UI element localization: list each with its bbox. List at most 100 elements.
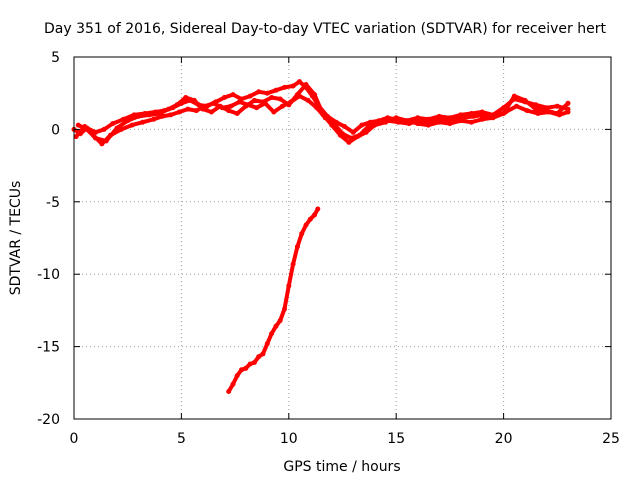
chart-title: Day 351 of 2016, Sidereal Day-to-day VTE… [44,21,606,37]
data-point [524,108,530,114]
data-point [458,118,464,124]
data-point [217,103,223,109]
data-point [395,119,401,125]
data-point [312,212,318,218]
data-point [514,103,519,109]
data-point [239,367,244,373]
data-point [277,318,283,323]
data-point [243,365,249,371]
data-point [226,108,232,114]
data-point [251,360,257,365]
data-point [297,79,302,85]
data-point [273,323,279,329]
data-point [251,97,257,103]
data-point [359,122,365,128]
data-point [286,102,292,108]
data-point [101,126,107,132]
data-point [305,97,311,103]
data-point [226,389,232,394]
data-point [350,129,356,135]
data-point [103,138,109,144]
data-point [286,283,292,289]
data-point [303,222,309,228]
data-point [256,354,262,360]
data-point [346,139,352,145]
data-point [209,109,214,115]
data-point [269,95,275,100]
x-tick-label: 10 [280,431,298,447]
x-tick-label: 15 [387,431,405,447]
y-tick-label: -20 [37,412,60,428]
data-point [312,92,318,98]
data-point [393,115,399,121]
data-point [99,141,105,147]
data-point [565,109,571,115]
data-point [282,306,287,312]
data-point [84,126,90,132]
y-tick-label: -15 [37,340,60,356]
data-point [363,129,369,135]
data-point [544,108,550,114]
axis-ticks: 0 5 10 15 20 25 -20 -15 -10 -5 0 5 [37,50,620,447]
data-point [372,122,378,128]
data-point [230,92,236,98]
data-point [290,83,296,89]
data-point [277,96,283,102]
data-point [110,121,116,127]
x-tick-label: 5 [177,431,186,447]
data-point [479,116,485,122]
data-point [471,113,476,119]
x-axis-label: GPS time / hours [283,459,400,475]
data-point [129,122,135,128]
data-point [271,109,277,115]
data-point [221,95,227,100]
data-point [260,351,266,357]
data-point [135,113,141,119]
data-point [303,82,309,87]
x-tick-label: 25 [602,431,620,447]
data-point [490,115,496,121]
y-tick-label: 5 [51,50,60,66]
data-point [282,84,287,90]
data-point [234,373,240,379]
data-point [230,381,236,387]
data-point [264,90,270,96]
data-point [533,106,539,112]
data-point [157,111,163,116]
data-point [511,93,517,99]
data-point [247,361,253,367]
data-point [125,118,131,124]
data-point [315,206,321,212]
data-point [468,119,474,125]
y-tick-label: -5 [46,195,60,211]
data-point [481,112,487,118]
data-point [320,112,326,118]
data-point [254,105,260,111]
data-point [535,111,541,116]
data-point [191,97,197,103]
data-point [299,231,305,237]
data-series [71,79,571,394]
data-point [228,103,234,109]
data-point [73,134,79,140]
data-point [554,111,560,116]
data-point [329,122,335,128]
data-point [193,108,199,114]
data-point [183,95,189,100]
data-point [176,109,182,115]
data-point [273,87,279,93]
data-point [447,121,453,127]
data-point [383,119,388,125]
data-point [114,125,120,131]
data-point [269,331,275,337]
data-point [151,116,156,122]
y-axis-label: SDTVAR / TECUs [8,181,24,296]
data-point [307,216,313,222]
grid-lines [74,57,611,419]
y-tick-label: 0 [51,122,60,138]
data-point [75,122,81,128]
data-point [247,93,253,99]
data-point [294,92,300,98]
